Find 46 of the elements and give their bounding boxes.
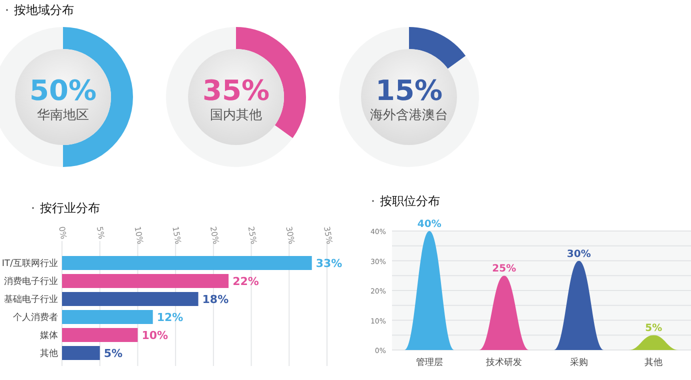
- donut-slice: [409, 27, 466, 69]
- data-label: 15%: [375, 74, 443, 107]
- x-tick-label: 20%: [208, 226, 220, 246]
- x-tick-label: 10%: [132, 226, 145, 246]
- y-tick-label: 媒体: [40, 330, 58, 341]
- bar: [62, 328, 138, 342]
- data-label: 10%: [142, 329, 168, 342]
- x-tick-label: 其他: [644, 357, 663, 368]
- y-tick-label: 其他: [40, 348, 58, 359]
- x-tick-label: 35%: [322, 226, 334, 246]
- slice-label: 华南地区: [37, 108, 89, 123]
- y-tick-label: 基础电子行业: [4, 294, 58, 305]
- donut-slice: [339, 27, 479, 167]
- chart-title: 按地域分布: [14, 3, 74, 17]
- data-label: 30%: [566, 248, 591, 260]
- data-label: 18%: [202, 293, 229, 306]
- x-tick-label: 25%: [246, 226, 258, 246]
- y-tick-label: 消费电子行业: [4, 276, 58, 287]
- x-tick-label: 采购: [570, 357, 588, 368]
- y-tick-label: IT/互联网行业: [2, 258, 58, 269]
- data-label: 25%: [492, 264, 516, 275]
- bar: [62, 274, 229, 288]
- bar: [62, 346, 100, 360]
- data-label: 5%: [104, 347, 123, 360]
- x-tick-label: 技术研发: [485, 357, 522, 368]
- slice-label: 海外含港澳台: [370, 108, 448, 123]
- bar: [62, 256, 312, 270]
- data-label: 22%: [232, 275, 259, 288]
- chart-title: 按职位分布: [380, 194, 440, 208]
- data-label: 40%: [417, 219, 442, 230]
- bar: [62, 292, 198, 306]
- x-tick-label: 管理层: [416, 357, 443, 368]
- data-label: 35%: [202, 74, 270, 107]
- slice-label: 国内其他: [210, 108, 262, 123]
- data-label: 50%: [29, 74, 97, 107]
- donut-slice: [166, 27, 293, 167]
- chart-title: 按行业分布: [40, 201, 100, 215]
- data-label: 12%: [156, 311, 184, 324]
- bar: [62, 310, 153, 324]
- x-tick-label: 30%: [284, 226, 296, 246]
- x-tick-label: 15%: [170, 226, 183, 246]
- x-tick-label: 0%: [57, 226, 68, 240]
- data-label: 5%: [645, 323, 662, 334]
- y-tick-label: 个人消费者: [13, 312, 58, 323]
- x-tick-label: 5%: [94, 226, 106, 240]
- data-label: 33%: [316, 257, 342, 270]
